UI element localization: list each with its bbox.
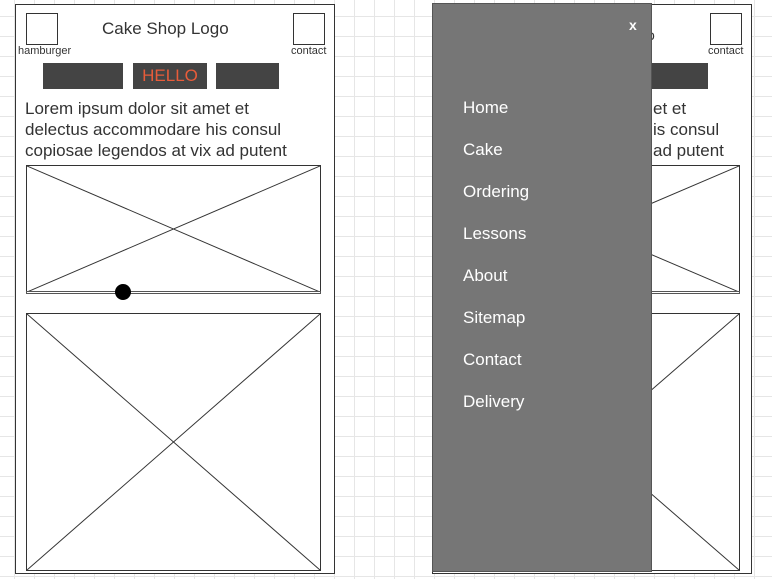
menu-item-lessons[interactable]: Lessons: [463, 224, 527, 243]
contact-icon[interactable]: [710, 13, 742, 45]
intro-text-fragment-1: et et: [653, 99, 687, 118]
menu-item-sitemap[interactable]: Sitemap: [463, 308, 526, 327]
intro-text-fragment-3: ad putent: [653, 141, 724, 160]
hamburger-label: hamburger: [18, 45, 72, 57]
left-phone-frame: hamburger Cake Shop Logo contact HELLO L…: [15, 4, 335, 574]
close-button[interactable]: x: [629, 17, 637, 33]
nav-bar-right[interactable]: [216, 63, 279, 89]
carousel-image-placeholder: [26, 165, 321, 293]
hamburger-icon[interactable]: [26, 13, 58, 45]
menu-item-ordering[interactable]: Ordering: [463, 182, 530, 201]
contact-label: contact: [708, 45, 744, 57]
nav-bar-left[interactable]: [43, 63, 123, 89]
menu-item-about[interactable]: About: [463, 266, 508, 285]
carousel-slider-thumb[interactable]: [115, 284, 131, 300]
menu-item-contact[interactable]: Contact: [463, 350, 522, 369]
contact-label: contact: [291, 45, 327, 57]
menu-item-delivery[interactable]: Delivery: [463, 392, 525, 411]
hello-button[interactable]: HELLO: [133, 63, 207, 89]
intro-text-line-2: delectus accommodare his consul: [25, 120, 282, 139]
intro-text-line-1: Lorem ipsum dolor sit amet et: [25, 99, 249, 118]
contact-icon[interactable]: [293, 13, 325, 45]
intro-text-line-3: copiosae legendos at vix ad putent: [25, 141, 287, 160]
carousel-slider-track[interactable]: [26, 291, 321, 294]
menu-drawer: x Home Cake Ordering Lessons About Sitem…: [432, 3, 652, 572]
intro-text-fragment-2: is consul: [653, 120, 720, 139]
logo-text: Cake Shop Logo: [102, 19, 229, 38]
menu-item-home[interactable]: Home: [463, 98, 509, 117]
content-image-placeholder: [26, 313, 321, 571]
menu-item-cake[interactable]: Cake: [463, 140, 503, 159]
